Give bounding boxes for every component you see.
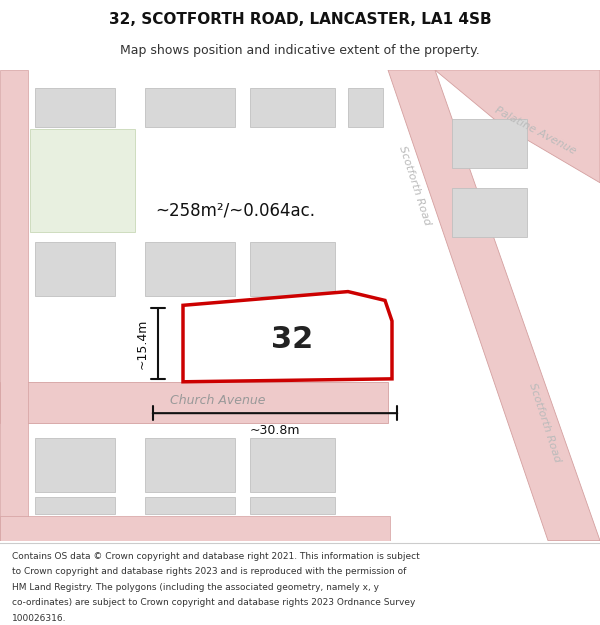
- Text: 100026316.: 100026316.: [12, 614, 67, 623]
- Text: ~30.8m: ~30.8m: [250, 424, 300, 438]
- Text: Contains OS data © Crown copyright and database right 2021. This information is : Contains OS data © Crown copyright and d…: [12, 552, 420, 561]
- Bar: [452, 188, 527, 237]
- Bar: [145, 496, 235, 514]
- Polygon shape: [183, 292, 392, 382]
- Polygon shape: [0, 516, 390, 541]
- Text: Scotforth Road: Scotforth Road: [397, 144, 433, 227]
- Text: Palatine Avenue: Palatine Avenue: [493, 105, 577, 156]
- Polygon shape: [0, 382, 388, 423]
- Polygon shape: [0, 70, 28, 541]
- Text: Scotforth Road: Scotforth Road: [527, 382, 563, 464]
- Bar: [35, 242, 115, 296]
- Bar: [250, 438, 335, 492]
- Bar: [250, 88, 335, 127]
- Bar: [145, 242, 235, 296]
- Bar: [250, 242, 335, 296]
- Text: 32, SCOTFORTH ROAD, LANCASTER, LA1 4SB: 32, SCOTFORTH ROAD, LANCASTER, LA1 4SB: [109, 12, 491, 27]
- Text: ~15.4m: ~15.4m: [136, 318, 149, 369]
- Text: to Crown copyright and database rights 2023 and is reproduced with the permissio: to Crown copyright and database rights 2…: [12, 568, 406, 576]
- Bar: [452, 119, 527, 168]
- Text: Church Avenue: Church Avenue: [170, 394, 266, 407]
- Bar: [35, 88, 115, 127]
- Polygon shape: [435, 70, 600, 182]
- Polygon shape: [30, 129, 135, 232]
- Text: Map shows position and indicative extent of the property.: Map shows position and indicative extent…: [120, 44, 480, 57]
- Text: co-ordinates) are subject to Crown copyright and database rights 2023 Ordnance S: co-ordinates) are subject to Crown copyr…: [12, 598, 415, 608]
- Bar: [35, 438, 115, 492]
- Text: 32: 32: [271, 325, 313, 354]
- Text: ~258m²/~0.064ac.: ~258m²/~0.064ac.: [155, 201, 315, 219]
- Polygon shape: [388, 70, 600, 541]
- Bar: [145, 88, 235, 127]
- Bar: [348, 88, 383, 127]
- Bar: [250, 496, 335, 514]
- Text: HM Land Registry. The polygons (including the associated geometry, namely x, y: HM Land Registry. The polygons (includin…: [12, 582, 379, 592]
- Bar: [145, 438, 235, 492]
- Bar: [35, 496, 115, 514]
